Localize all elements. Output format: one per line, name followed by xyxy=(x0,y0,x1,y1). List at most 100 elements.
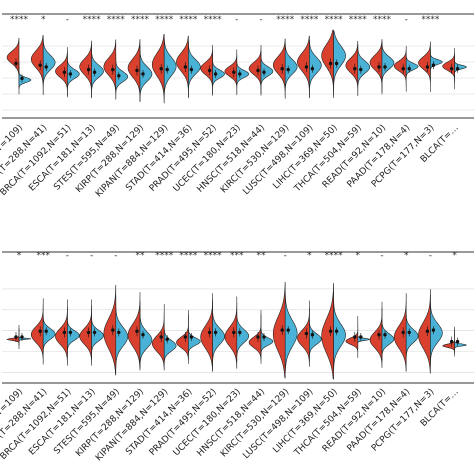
violin-normal xyxy=(18,328,32,346)
significance-label: *** xyxy=(36,251,50,261)
significance-label: **** xyxy=(155,15,174,25)
tumor-median xyxy=(62,330,67,335)
violin-tumor xyxy=(442,48,455,90)
tumor-median xyxy=(280,328,284,332)
significance-label: - xyxy=(284,251,287,261)
violin-normal xyxy=(260,50,274,94)
significance-label: - xyxy=(66,251,69,261)
violin-normal xyxy=(115,52,129,99)
significance-label: **** xyxy=(204,251,223,261)
violin-normal xyxy=(91,47,104,98)
significance-label: ** xyxy=(257,251,267,261)
normal-median xyxy=(117,74,121,78)
tumor-median xyxy=(353,335,357,339)
tumor-median xyxy=(207,68,212,73)
tumor-median xyxy=(135,329,139,333)
violin-tumor xyxy=(272,281,286,379)
significance-label: **** xyxy=(421,15,440,25)
tumor-median xyxy=(401,330,405,335)
violin-normal xyxy=(357,44,371,95)
tumor-median xyxy=(377,333,381,337)
normal-median xyxy=(407,330,411,335)
significance-label: *** xyxy=(230,251,244,261)
tumor-median xyxy=(425,65,430,69)
violin-normal xyxy=(309,39,322,98)
tumor-median xyxy=(328,61,333,66)
violin-normal xyxy=(42,304,56,359)
tumor-median xyxy=(86,330,91,335)
significance-label: **** xyxy=(131,15,150,25)
significance-label: - xyxy=(429,251,432,261)
normal-median xyxy=(92,70,97,74)
normal-median xyxy=(165,67,169,72)
significance-label: **** xyxy=(373,15,392,25)
significance-label: **** xyxy=(204,15,223,25)
tumor-median xyxy=(377,65,381,69)
violin-normal xyxy=(333,292,346,371)
normal-median xyxy=(359,67,363,72)
significance-label: ** xyxy=(136,251,146,261)
significance-label: **** xyxy=(325,15,344,25)
tumor-median xyxy=(159,67,163,71)
tumor-median xyxy=(183,335,188,339)
violin-normal xyxy=(236,54,250,94)
violin-normal xyxy=(381,41,395,93)
tumor-median xyxy=(111,67,115,72)
violin-normal xyxy=(18,62,32,95)
violin-normal xyxy=(381,307,395,362)
panel-bottom: *…(T=109)***COADREAD(T=288,N=41)-BRCA(T=… xyxy=(0,251,474,474)
tumor-median xyxy=(207,330,212,335)
tumor-median xyxy=(14,61,18,66)
normal-median xyxy=(117,330,121,335)
tumor-median xyxy=(38,63,42,67)
significance-label: **** xyxy=(300,15,319,25)
violin-normal xyxy=(91,305,104,360)
normal-median xyxy=(455,67,460,71)
normal-median xyxy=(20,76,24,81)
normal-median xyxy=(238,330,242,335)
significance-label: **** xyxy=(155,251,174,261)
significance-label: **** xyxy=(83,15,102,25)
significance-label: **** xyxy=(10,15,29,25)
tumor-median xyxy=(256,335,260,339)
significance-label: **** xyxy=(179,15,198,25)
tumor-median xyxy=(401,67,405,71)
significance-label: - xyxy=(66,15,69,25)
violin-normal xyxy=(163,38,177,101)
tumor-median xyxy=(111,328,115,332)
violin-normal xyxy=(139,301,153,368)
normal-median xyxy=(286,328,290,332)
violin-normal xyxy=(236,302,250,363)
tumor-median xyxy=(62,70,67,74)
violin-tumor xyxy=(418,289,431,374)
normal-median xyxy=(44,329,48,333)
normal-median xyxy=(455,339,460,344)
violin-tumor xyxy=(418,41,431,93)
significance-label: - xyxy=(259,15,262,25)
violin-normal xyxy=(67,52,80,96)
tumor-median xyxy=(449,67,454,71)
normal-median xyxy=(286,67,290,72)
tumor-median xyxy=(159,335,163,339)
normal-median xyxy=(262,335,266,339)
significance-label: **** xyxy=(276,15,295,25)
normal-median xyxy=(213,330,218,335)
violin-normal xyxy=(333,31,346,96)
violin-normal xyxy=(309,307,322,362)
normal-median xyxy=(68,72,73,76)
violin-normal xyxy=(430,294,443,367)
tumor-median xyxy=(425,329,430,333)
significance-label: * xyxy=(404,251,409,261)
normal-median xyxy=(238,72,242,76)
violin-normal xyxy=(454,329,467,354)
normal-median xyxy=(310,67,315,71)
violin-tumor xyxy=(103,284,117,376)
tumor-median xyxy=(38,329,42,333)
significance-label: **** xyxy=(107,15,126,25)
violin-normal xyxy=(212,53,225,95)
tumor-median xyxy=(232,70,236,74)
tumor-median xyxy=(449,339,454,344)
violin-normal xyxy=(188,41,201,98)
violin-normal xyxy=(139,46,153,102)
